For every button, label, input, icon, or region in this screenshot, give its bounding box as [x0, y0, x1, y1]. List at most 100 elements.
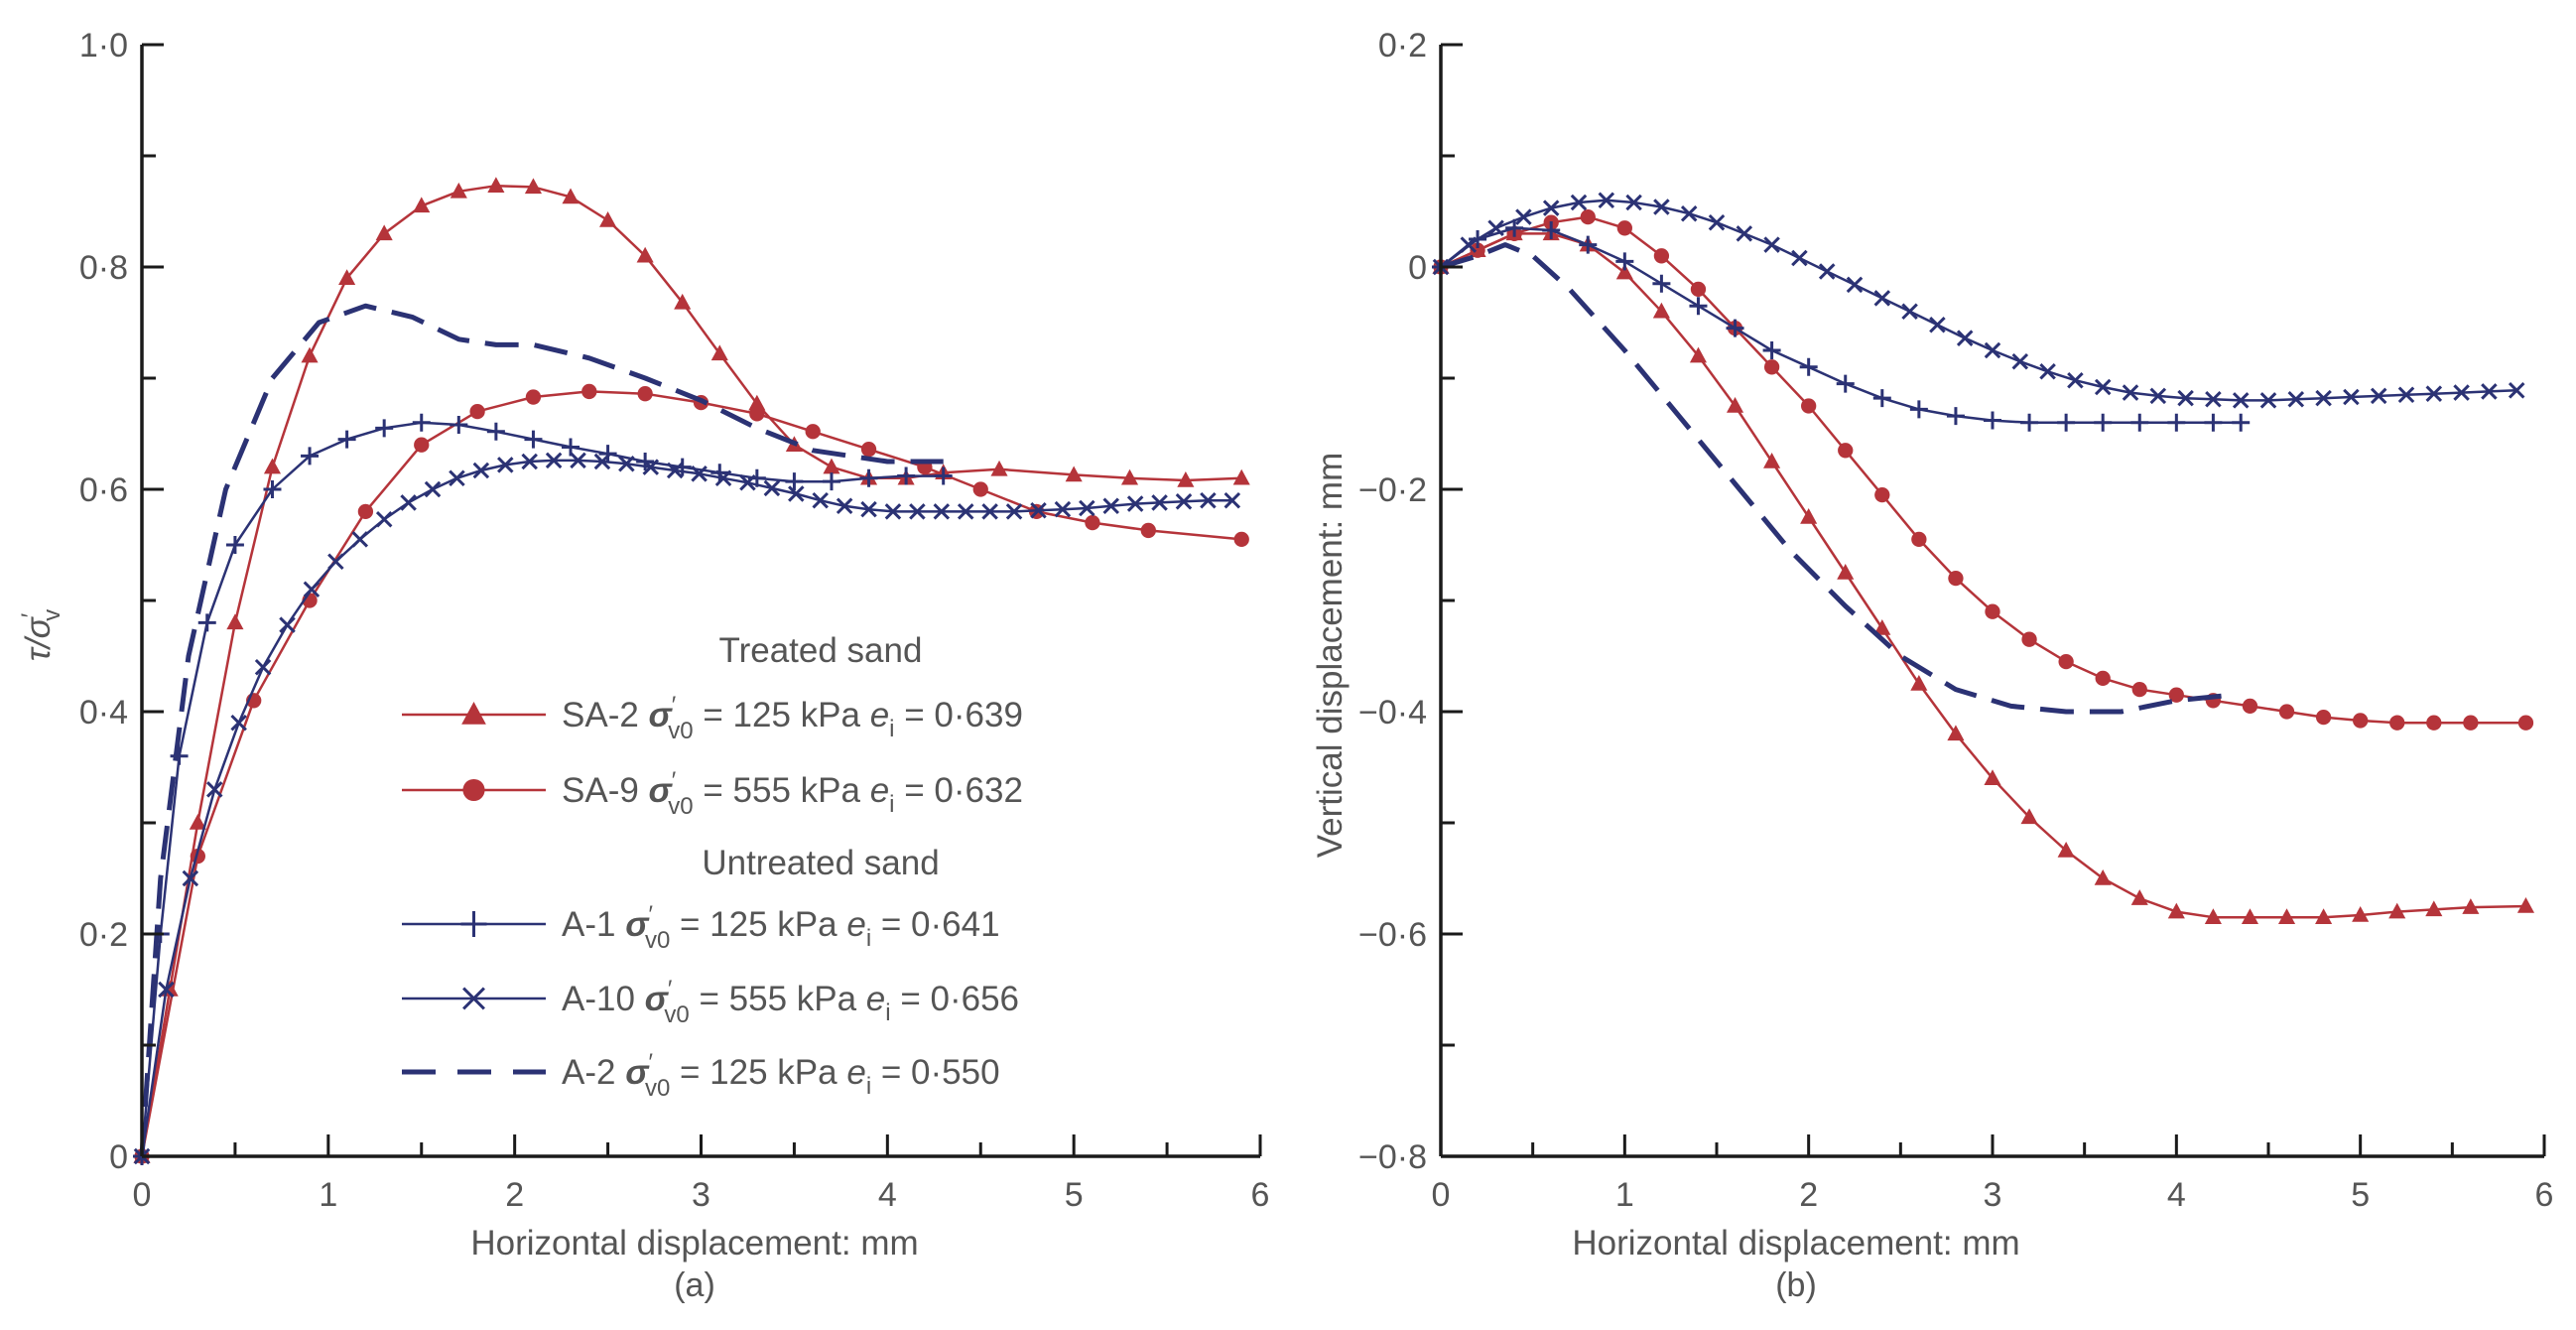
panel-a-x-tick-label: 3 — [692, 1176, 710, 1214]
panel-a-series-sa-9 — [134, 383, 1249, 1164]
panel-a-a-1-point — [598, 445, 617, 464]
panel-b-series-a-10 — [1432, 192, 2525, 409]
panel-a-a-10-point — [739, 474, 756, 491]
panel-a-a-1-point — [337, 430, 356, 449]
panel-a-a-10-point — [1079, 499, 1095, 517]
panel-b-a-10-point — [2011, 352, 2029, 370]
panel-a-a-10-point — [279, 616, 296, 633]
panel-a-plot-area — [133, 177, 1250, 1165]
panel-a-sa-2-point — [524, 178, 542, 195]
panel-a-a-10-point — [205, 781, 223, 798]
panel-b-sa-9-point — [2315, 709, 2332, 726]
panel-a-x-tick-label: 4 — [878, 1176, 897, 1214]
panel-a-a-10-point — [593, 453, 611, 470]
panel-b-a-1-point — [1579, 235, 1598, 254]
panel-b-a-10-point — [2397, 386, 2415, 404]
panel-b-sa-2-point — [2130, 889, 2148, 905]
panel-b-a-1-point — [1762, 341, 1781, 359]
panel-b-a-10-point — [1818, 263, 1836, 280]
panel-b-sa-9-point — [2058, 653, 2074, 670]
panel-a-a-10-point — [327, 553, 344, 571]
panel-b-sa-2-point — [2277, 908, 2296, 924]
panel-a-sa-9-point — [805, 424, 821, 440]
panel-a-sa-9-point — [972, 481, 988, 497]
panel-b-sa-2-point — [1763, 453, 1781, 468]
panel-a-a-10-point — [1005, 503, 1023, 520]
panel-a-sa-9-point — [1233, 531, 1249, 548]
panel-a-a-10-point — [449, 469, 465, 487]
panel-b-a-2-line — [1440, 242, 2233, 715]
panel-a-a-10-point — [642, 459, 660, 475]
panel-b-sa-2-point — [2352, 905, 2370, 922]
panel-a-sa-2-point — [710, 344, 728, 361]
panel-a-a-10-line — [140, 459, 1232, 1157]
panel-a-sa-2-point — [1232, 468, 1250, 485]
panel-a-series-sa-2 — [133, 177, 1250, 1163]
y-axis-title-prime: ′ — [17, 612, 44, 617]
panel-b-a-10-point — [1929, 316, 1946, 333]
panel-a-sa-2-point — [1177, 471, 1195, 487]
panel-b-y-tick-label: −0·4 — [1358, 694, 1427, 732]
panel-b-sa-2-point — [1800, 508, 1818, 524]
panel-a-a-10-point — [788, 485, 805, 502]
panel-b-sa-2-point — [2094, 869, 2112, 885]
panel-a-x-tick-label: 6 — [1251, 1176, 1270, 1214]
panel-a-x-tick-label: 1 — [319, 1176, 337, 1214]
panel-a-a-1-point — [822, 472, 840, 491]
panel-a-y-tick-label: 0·6 — [79, 471, 128, 509]
panel-a-a-10-point — [860, 500, 877, 518]
panel-a-a-10-point — [1151, 494, 1168, 511]
panel-b-series-a-1 — [1432, 218, 2251, 432]
panel-b-a-10-point — [1570, 194, 1588, 211]
panel-b-a-10-point — [2481, 383, 2498, 400]
panel-a-a-2-line — [139, 303, 944, 1157]
panel-b-x-tick-label: 2 — [1799, 1176, 1818, 1214]
panel-a-y-tick-label: 0 — [109, 1138, 128, 1176]
panel-a-a-1-point — [263, 480, 282, 498]
panel-b-sa-2-point — [1837, 564, 1855, 580]
legend-marker — [461, 702, 486, 725]
panel-b-sa-9-point — [1653, 248, 1670, 264]
panel-b-a-10-point — [1542, 200, 1560, 216]
panel-b-y-tick-label: −0·6 — [1358, 916, 1427, 954]
panel-a-a-10-point — [714, 469, 732, 487]
panel-b-sa-2-point — [1652, 302, 1670, 319]
svg-text:τ/σ′v: τ/σ′v — [17, 609, 65, 661]
panel-b-a-10-point — [1873, 290, 1891, 307]
panel-b-a-1-point — [1836, 374, 1855, 393]
panel-b-a-1-point — [1505, 218, 1524, 237]
y-axis-title-main: τ/σ — [19, 615, 58, 661]
panel-b-a-1-point — [2094, 413, 2113, 432]
panel-a-y-tick-label: 1·0 — [79, 27, 128, 65]
panel-b-sa-2-point — [2204, 908, 2222, 924]
panel-b-a-10-point — [1598, 192, 1615, 209]
legend-label: A-1 σ′ v0 = 125 kPa ei = 0·641 — [562, 901, 1000, 954]
panel-a-a-10-point — [545, 452, 563, 469]
panel-a-sa-9-point — [525, 389, 542, 405]
panel-a-x-tick-label: 2 — [505, 1176, 524, 1214]
panel-a-a-10-point — [521, 453, 538, 470]
panel-b-x-tick-label: 4 — [2167, 1176, 2186, 1214]
panel-a-sa-9-point — [1140, 522, 1156, 539]
panel-b-series-a-2 — [1440, 242, 2233, 715]
panel-a-y-tick-label: 0·4 — [79, 694, 128, 732]
panel-b-a-10-point — [2067, 371, 2084, 389]
panel-b-a-10-point — [2370, 387, 2387, 405]
panel-a-a-10-point — [424, 480, 442, 498]
panel-b-x-tick-label: 1 — [1615, 1176, 1634, 1214]
panel-a-a-1-point — [897, 466, 916, 485]
panel-b-a-10-point — [2094, 378, 2112, 396]
y-axis-title-sub: v — [39, 609, 65, 621]
panel-b-sa-9-point — [1580, 208, 1596, 225]
panel-b-sa-2-point — [1947, 725, 1965, 741]
panel-b-sa-2-point — [2167, 902, 2185, 919]
panel-b-a-10-point — [2508, 382, 2525, 399]
panel-a-sa-2-point — [301, 346, 319, 363]
panel-b-sa-9-point — [2095, 670, 2111, 687]
panel-b-sa-9-point — [1948, 570, 1964, 587]
panel-b-sa-2-line — [1440, 232, 2526, 919]
panel-b-a-1-point — [2057, 413, 2076, 432]
panel-b-y-tick-label: −0·8 — [1358, 1138, 1427, 1176]
panel-a-sa-9-line — [140, 390, 1242, 1157]
panel-a-sa-2-point — [674, 293, 692, 310]
